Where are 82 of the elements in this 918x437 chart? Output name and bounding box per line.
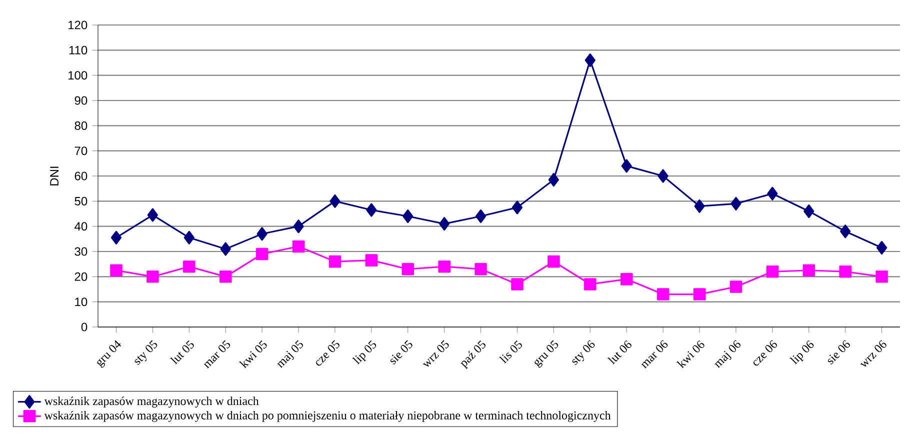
y-tick-label: 80 <box>74 121 88 130</box>
x-tick-label: sty 06 <box>572 340 595 366</box>
x-tick-label: lut 05 <box>170 340 194 365</box>
x-tick-label: lis 05 <box>498 340 522 364</box>
point <box>694 199 705 213</box>
point <box>548 172 559 187</box>
point <box>839 266 852 278</box>
point <box>840 224 851 238</box>
point <box>328 255 342 268</box>
y-tick-label: 40 <box>74 222 88 231</box>
x-tick-label: sty 05 <box>134 340 158 366</box>
point <box>293 220 304 234</box>
legend-label: wskaźnik zapasów magazynowych w dniach <box>44 396 259 408</box>
point <box>730 280 742 293</box>
x-tick-label: cze 05 <box>316 340 340 366</box>
y-tick-label: 10 <box>75 298 88 306</box>
point <box>511 278 524 290</box>
point <box>802 264 815 277</box>
point <box>474 262 487 276</box>
x-tick-label: mar 06 <box>641 340 668 369</box>
point <box>584 278 596 290</box>
y-tick-label: 90 <box>74 96 88 105</box>
point <box>804 204 814 218</box>
point <box>402 209 414 224</box>
x-tick-label: mar 05 <box>204 340 230 369</box>
point <box>184 230 194 244</box>
point <box>147 208 158 222</box>
y-tick-label: 0 <box>81 322 88 332</box>
point <box>730 196 742 210</box>
x-tick-label: lut 06 <box>607 340 632 365</box>
point <box>876 270 888 283</box>
x-tick-label: wrz 05 <box>422 340 449 367</box>
x-tick-label: maj 05 <box>277 340 303 368</box>
x-tick-label: sie 06 <box>828 340 850 365</box>
point <box>366 203 377 217</box>
x-tick-label: maj 06 <box>714 340 741 368</box>
point <box>548 255 560 268</box>
point <box>256 227 268 241</box>
point <box>146 270 159 283</box>
y-tick-label: 30 <box>74 247 88 256</box>
point <box>365 254 378 266</box>
point <box>584 53 596 68</box>
x-tick-label: lip 05 <box>352 340 376 365</box>
y-axis-title: DNI <box>50 166 58 186</box>
y-tick-label: 60 <box>74 172 88 180</box>
point <box>110 230 122 244</box>
point <box>183 260 196 273</box>
x-tick-label: kwi 05 <box>238 340 267 368</box>
point <box>876 240 888 255</box>
x-tick-label: gru 05 <box>534 340 558 368</box>
point <box>475 209 486 224</box>
point <box>621 159 632 173</box>
point <box>330 194 340 208</box>
point <box>767 186 778 200</box>
y-tick-label: 50 <box>74 196 88 206</box>
x-tick-label: paź 05 <box>460 340 486 370</box>
point <box>292 240 305 253</box>
legend-label: wskaźnik zapasów magazynowych w dniach po pomniejszeniu o materiały niepobrane w terminach technologicznych <box>44 410 611 422</box>
x-tick-label: gru 04 <box>97 340 121 368</box>
x-tick-label: lip 06 <box>789 340 814 365</box>
point <box>220 242 231 256</box>
y-tick-label: 120 <box>68 20 88 30</box>
point <box>402 262 414 276</box>
x-tick-label: cze 06 <box>753 340 777 366</box>
point <box>658 169 668 183</box>
point <box>693 288 706 300</box>
point <box>439 217 450 231</box>
x-tick-label: wrz 06 <box>860 340 886 367</box>
point <box>438 260 450 273</box>
point <box>219 270 232 283</box>
point <box>620 273 633 286</box>
y-tick-label: 110 <box>69 46 88 54</box>
point <box>766 266 779 278</box>
point <box>110 264 122 277</box>
x-tick-label: sie 05 <box>390 340 412 365</box>
y-tick-label: 20 <box>74 272 88 281</box>
x-tick-label: kwi 06 <box>676 340 704 368</box>
y-tick-label: 70 <box>74 146 88 156</box>
point <box>256 248 268 260</box>
y-tick-label: 100 <box>68 71 88 80</box>
point <box>512 200 523 214</box>
point <box>656 288 670 300</box>
